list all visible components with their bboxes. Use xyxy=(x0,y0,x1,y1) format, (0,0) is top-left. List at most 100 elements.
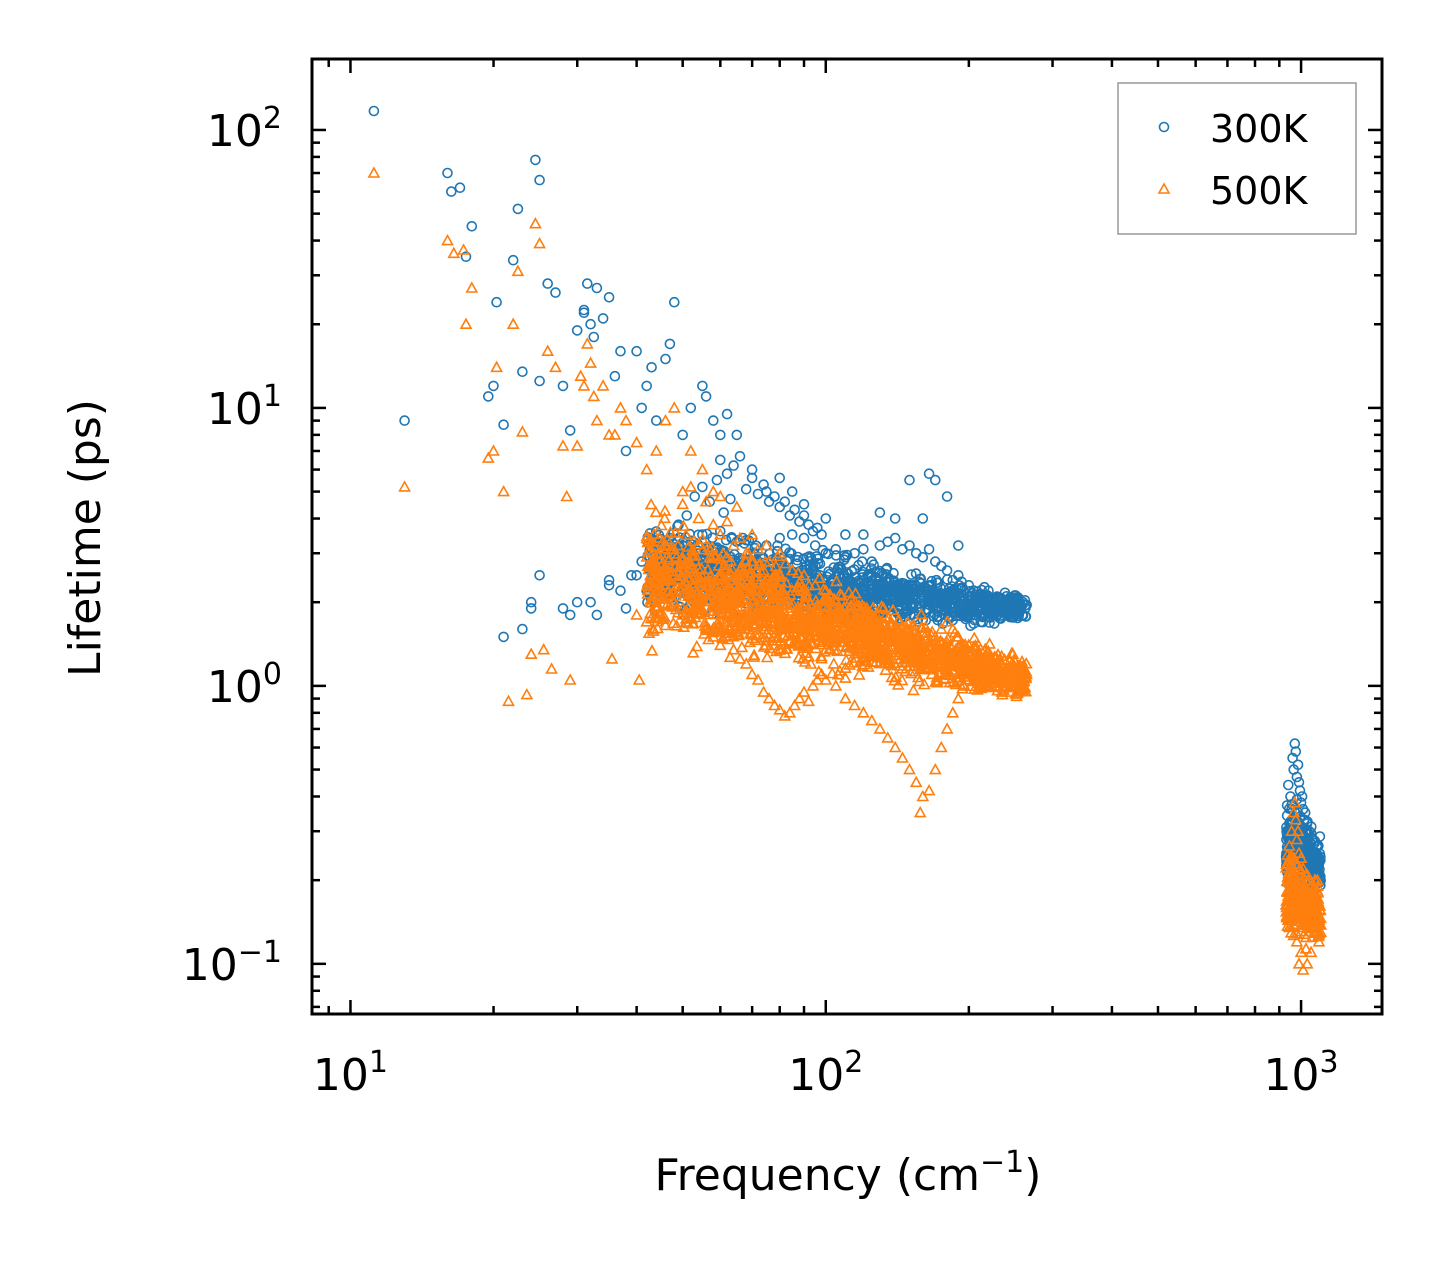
data-point xyxy=(683,587,697,600)
data-point xyxy=(781,628,795,641)
data-point xyxy=(1008,673,1022,685)
data-point xyxy=(696,532,709,545)
data-point xyxy=(1287,928,1301,941)
data-point xyxy=(739,555,753,567)
data-point xyxy=(877,601,890,614)
data-point xyxy=(690,607,704,619)
data-point xyxy=(603,291,615,303)
data-point xyxy=(972,652,986,664)
data-point xyxy=(889,670,903,682)
data-point xyxy=(1286,868,1300,881)
data-point xyxy=(676,608,690,620)
data-point xyxy=(1299,868,1313,881)
data-point xyxy=(827,657,841,669)
data-point xyxy=(609,370,621,382)
data-point xyxy=(1303,825,1315,837)
data-point xyxy=(654,568,668,581)
data-point xyxy=(683,564,697,577)
data-point xyxy=(835,635,849,648)
data-point xyxy=(650,526,662,537)
series-500k xyxy=(367,166,1328,975)
data-point xyxy=(785,621,799,633)
legend-box xyxy=(1117,82,1357,235)
data-point xyxy=(658,560,671,573)
data-point xyxy=(670,619,684,631)
data-point xyxy=(717,573,731,585)
data-point xyxy=(658,538,672,550)
data-point xyxy=(651,621,664,634)
x-tick-label: 102 xyxy=(788,1045,863,1101)
data-point xyxy=(798,553,809,565)
data-point xyxy=(591,282,603,294)
data-point xyxy=(859,622,872,635)
data-point xyxy=(466,221,478,232)
data-point xyxy=(696,462,709,475)
data-point xyxy=(773,546,787,559)
data-point xyxy=(580,337,594,349)
data-point xyxy=(705,587,719,600)
data-point xyxy=(550,287,561,298)
data-point xyxy=(798,498,810,510)
data-point xyxy=(874,507,886,518)
data-point xyxy=(923,468,935,480)
data-point xyxy=(677,429,689,441)
data-point xyxy=(620,603,632,614)
data-point xyxy=(959,659,973,671)
data-point xyxy=(1282,866,1295,879)
data-point xyxy=(763,496,775,508)
data-point xyxy=(1281,889,1295,902)
data-point xyxy=(895,596,907,607)
data-point xyxy=(1288,857,1302,869)
data-point xyxy=(792,551,804,563)
data-point xyxy=(842,641,856,653)
data-point xyxy=(641,583,655,595)
data-point xyxy=(768,605,782,618)
data-point xyxy=(947,663,960,676)
data-point xyxy=(668,296,680,308)
data-point xyxy=(1297,927,1311,940)
y-tick-label: 101 xyxy=(207,379,282,435)
data-point xyxy=(745,527,759,540)
data-point xyxy=(1017,681,1031,693)
data-point xyxy=(1286,873,1299,886)
data-point xyxy=(907,618,921,631)
x-tick-label: 101 xyxy=(313,1045,388,1101)
data-point xyxy=(774,532,786,544)
data-point xyxy=(706,518,720,530)
data-point xyxy=(676,497,690,510)
data-point xyxy=(697,529,708,540)
data-point xyxy=(681,510,693,521)
data-point xyxy=(649,444,663,456)
data-point xyxy=(1283,839,1296,851)
data-point xyxy=(720,534,732,546)
data-point xyxy=(810,673,824,685)
data-point xyxy=(938,642,952,654)
data-point xyxy=(817,583,831,595)
data-point xyxy=(843,658,856,670)
data-point xyxy=(1310,916,1324,929)
data-point xyxy=(784,510,796,521)
data-point xyxy=(797,685,811,697)
data-point xyxy=(940,722,954,734)
data-point xyxy=(581,278,593,289)
legend-marker xyxy=(1158,121,1170,133)
data-point xyxy=(506,317,520,330)
data-point xyxy=(788,698,801,711)
data-point xyxy=(912,629,926,642)
data-point xyxy=(750,608,764,621)
data-point xyxy=(922,657,936,670)
data-point xyxy=(691,561,705,574)
data-point xyxy=(739,569,752,581)
data-point xyxy=(757,563,770,576)
data-point xyxy=(901,582,913,594)
data-point xyxy=(828,627,842,640)
data-point xyxy=(1314,925,1328,938)
data-point xyxy=(640,462,654,475)
data-point xyxy=(973,680,987,693)
data-point xyxy=(819,673,833,685)
y-tick-label: 10−1 xyxy=(182,935,282,991)
data-point xyxy=(978,642,992,654)
data-point xyxy=(786,486,798,497)
data-point xyxy=(721,468,733,480)
